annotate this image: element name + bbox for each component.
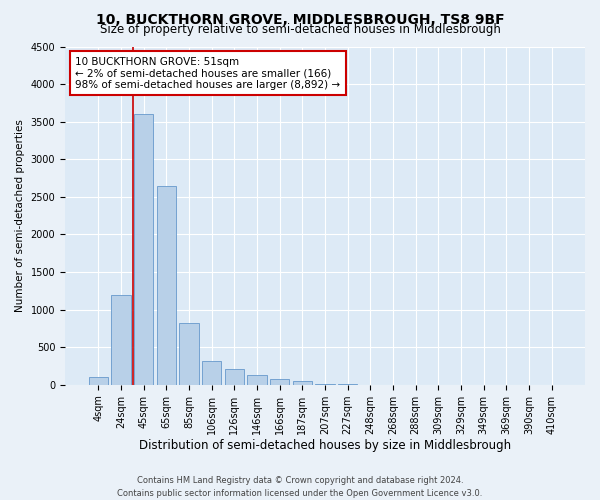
Bar xyxy=(293,381,312,384)
Bar xyxy=(157,186,176,384)
Bar xyxy=(89,377,108,384)
Bar xyxy=(224,368,244,384)
Bar xyxy=(179,323,199,384)
Bar xyxy=(202,360,221,384)
X-axis label: Distribution of semi-detached houses by size in Middlesbrough: Distribution of semi-detached houses by … xyxy=(139,440,511,452)
Text: Size of property relative to semi-detached houses in Middlesbrough: Size of property relative to semi-detach… xyxy=(100,22,500,36)
Text: Contains HM Land Registry data © Crown copyright and database right 2024.
Contai: Contains HM Land Registry data © Crown c… xyxy=(118,476,482,498)
Text: 10 BUCKTHORN GROVE: 51sqm
← 2% of semi-detached houses are smaller (166)
98% of : 10 BUCKTHORN GROVE: 51sqm ← 2% of semi-d… xyxy=(76,56,341,90)
Bar xyxy=(247,375,266,384)
Text: 10, BUCKTHORN GROVE, MIDDLESBROUGH, TS8 9BF: 10, BUCKTHORN GROVE, MIDDLESBROUGH, TS8 … xyxy=(95,12,505,26)
Bar xyxy=(270,378,289,384)
Y-axis label: Number of semi-detached properties: Number of semi-detached properties xyxy=(15,119,25,312)
Bar xyxy=(134,114,153,384)
Bar xyxy=(112,294,131,384)
